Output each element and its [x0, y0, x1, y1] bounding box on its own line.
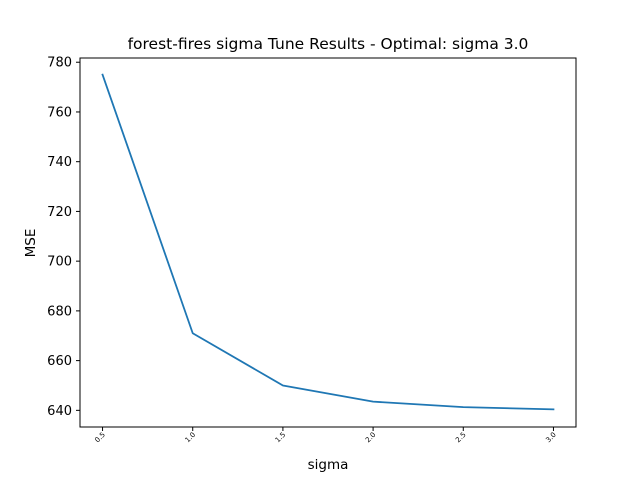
chart-title: forest-fires sigma Tune Results - Optima…	[128, 35, 529, 53]
y-tick-label: 780	[47, 56, 72, 71]
y-tick-label: 760	[47, 105, 72, 120]
y-axis-label: MSE	[23, 229, 39, 258]
y-tick-label: 700	[47, 255, 72, 270]
y-tick-label: 660	[47, 354, 72, 369]
y-tick-label: 640	[47, 404, 72, 419]
x-axis-label: sigma	[308, 457, 349, 473]
y-tick-label: 680	[47, 304, 72, 319]
y-tick-label: 720	[47, 205, 72, 220]
y-tick-label: 740	[47, 155, 72, 170]
series-line	[101, 73, 555, 411]
plot-area	[80, 58, 576, 427]
y-axis-ticks: 640 660 680 700 720 740 760 780	[47, 56, 80, 419]
plot-frame	[79, 57, 577, 428]
